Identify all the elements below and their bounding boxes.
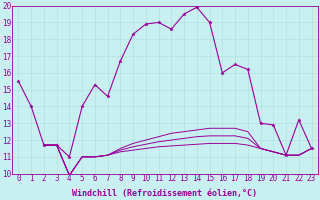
X-axis label: Windchill (Refroidissement éolien,°C): Windchill (Refroidissement éolien,°C) (72, 189, 258, 198)
